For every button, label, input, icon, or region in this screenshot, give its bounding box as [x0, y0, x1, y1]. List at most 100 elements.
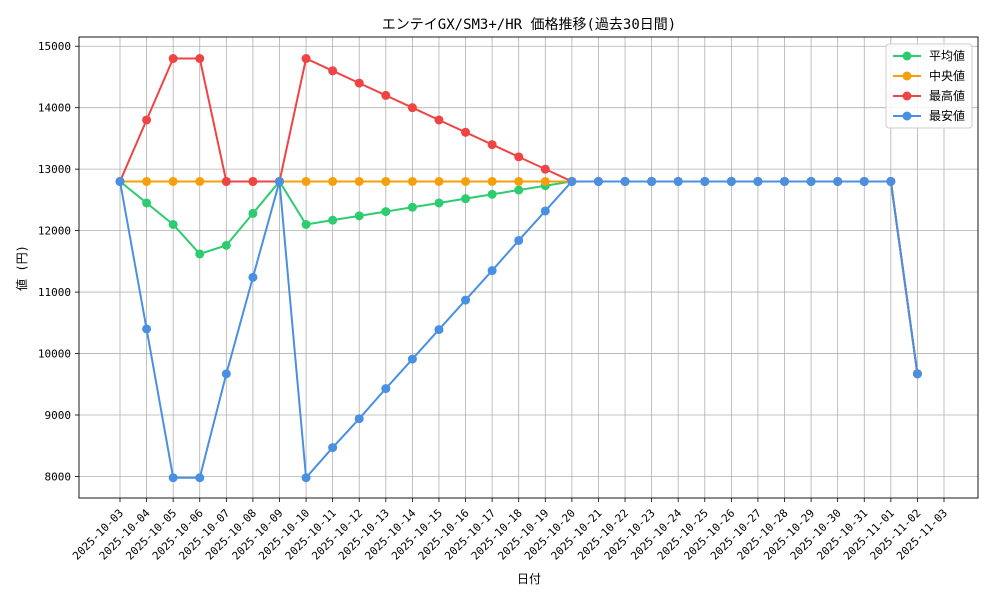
data-point [328, 176, 338, 186]
legend-item: 最高値 [893, 88, 965, 103]
data-point [328, 443, 338, 453]
data-point [195, 473, 205, 483]
data-point [514, 235, 524, 245]
data-point [806, 176, 816, 186]
legend-marker [902, 91, 912, 101]
data-point [434, 198, 444, 208]
data-point [912, 369, 922, 379]
data-point [514, 152, 524, 162]
data-point [301, 219, 311, 229]
data-point [301, 473, 311, 483]
data-point [301, 176, 311, 186]
data-point [461, 176, 471, 186]
data-point [142, 198, 152, 208]
y-tick-label: 10000 [38, 348, 71, 361]
data-point [168, 219, 178, 229]
data-point [886, 176, 896, 186]
legend-label: 最高値 [929, 88, 965, 103]
data-point [195, 176, 205, 186]
plot-frame [78, 36, 979, 499]
data-point [461, 295, 471, 305]
y-tick-label: 8000 [45, 470, 72, 483]
data-point [328, 66, 338, 76]
data-point [407, 176, 417, 186]
data-point [328, 215, 338, 225]
legend-marker [902, 71, 912, 81]
data-point [487, 176, 497, 186]
data-point [381, 207, 391, 217]
y-tick-label: 14000 [38, 102, 71, 115]
legend-item: 平均値 [893, 48, 965, 63]
data-point [168, 473, 178, 483]
legend-label: 中央値 [929, 68, 965, 83]
data-point [833, 176, 843, 186]
data-point [487, 140, 497, 150]
y-axis: 8000 9000 10000 11000 12000 13000 14000 15000 [38, 40, 79, 483]
data-point [168, 54, 178, 64]
series-3 [115, 176, 922, 483]
data-point [673, 176, 683, 186]
chart-title: エンテイGX/SM3+/HR 価格推移(過去30日間) [382, 17, 676, 33]
y-tick-label: 13000 [38, 163, 71, 176]
data-point [540, 176, 550, 186]
data-point [540, 206, 550, 216]
data-point [434, 176, 444, 186]
data-point [461, 194, 471, 204]
data-point [142, 115, 152, 125]
data-point [700, 176, 710, 186]
data-point [195, 54, 205, 64]
data-point [381, 384, 391, 394]
data-point [142, 324, 152, 334]
data-point [514, 176, 524, 186]
data-point [859, 176, 869, 186]
data-point [593, 176, 603, 186]
data-point [726, 176, 736, 186]
data-point [487, 266, 497, 276]
data-point [381, 90, 391, 100]
data-point [354, 78, 364, 88]
data-point [354, 414, 364, 424]
y-tick-label: 15000 [38, 40, 71, 53]
x-axis-title: 日付 [517, 572, 541, 586]
y-tick-label: 12000 [38, 225, 71, 238]
data-point [567, 176, 577, 186]
data-point [195, 249, 205, 259]
legend-item: 中央値 [893, 68, 965, 83]
legend-box [885, 43, 973, 129]
data-point [115, 176, 125, 186]
grid [79, 37, 978, 498]
data-point [620, 176, 630, 186]
legend-label: 平均値 [929, 48, 965, 63]
data-point [248, 272, 258, 282]
data-point [407, 202, 417, 212]
data-point [381, 176, 391, 186]
data-point [407, 354, 417, 364]
legend-marker [902, 111, 912, 121]
data-point [434, 115, 444, 125]
legend-marker [902, 51, 912, 61]
legend-label: 最安値 [929, 108, 965, 123]
series-layer [115, 54, 922, 483]
y-tick-label: 11000 [38, 286, 71, 299]
y-axis-title: 値 (円) [14, 245, 29, 291]
data-point [142, 176, 152, 186]
data-point [434, 325, 444, 335]
data-point [514, 185, 524, 195]
data-point [221, 240, 231, 250]
data-point [274, 176, 284, 186]
data-point [647, 176, 657, 186]
data-point [248, 208, 258, 218]
data-point [301, 54, 311, 64]
x-axis: 2025-10-032025-10-042025-10-052025-10-06… [70, 498, 950, 563]
data-point [461, 127, 471, 137]
data-point [753, 176, 763, 186]
y-tick-label: 9000 [45, 409, 72, 422]
data-point [168, 176, 178, 186]
data-point [407, 103, 417, 113]
data-point [354, 211, 364, 221]
data-point [487, 189, 497, 199]
data-point [221, 369, 231, 379]
